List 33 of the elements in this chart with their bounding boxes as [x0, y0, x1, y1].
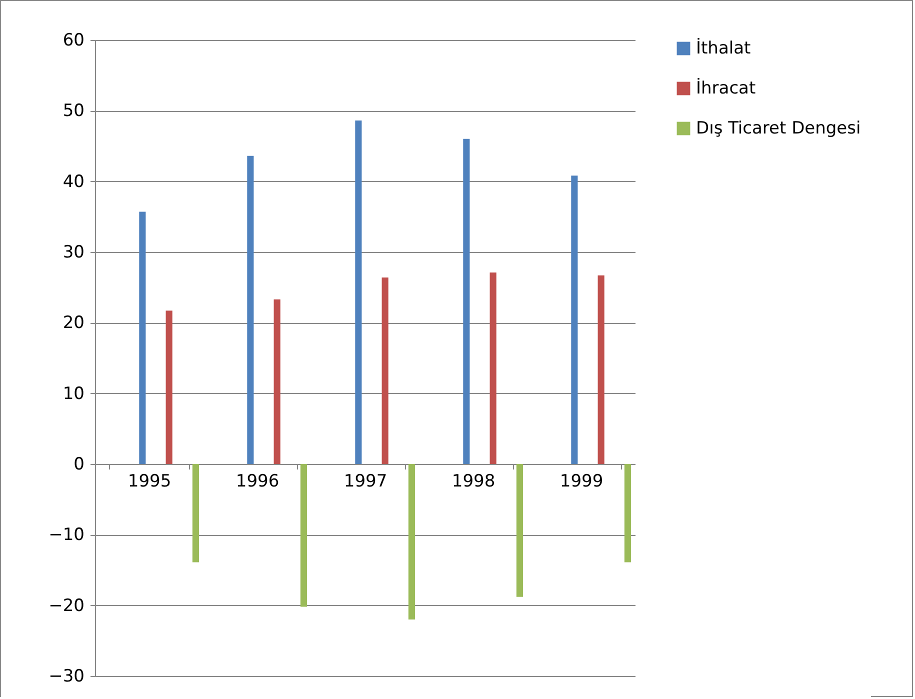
y-tick-label: −30: [48, 666, 84, 686]
bar: [382, 277, 388, 464]
y-tick-label: −20: [48, 596, 84, 616]
y-tick-label: 30: [62, 242, 84, 262]
bar: [192, 464, 199, 562]
x-tick-label: 1999: [560, 472, 604, 492]
y-tick-label: 20: [62, 313, 84, 334]
x-tick-label: 1995: [128, 472, 172, 492]
bar: [598, 275, 604, 464]
bar: [408, 464, 415, 620]
bar: [300, 464, 307, 607]
y-tick-label: 10: [62, 384, 84, 404]
y-tick-label: 0: [74, 454, 84, 474]
y-tick-label: 50: [62, 101, 84, 122]
bar: [490, 272, 496, 464]
y-tick-label: 60: [62, 30, 84, 50]
bar: [463, 138, 470, 464]
bar: [516, 464, 523, 597]
bar: [166, 310, 172, 464]
bar: [139, 212, 146, 464]
legend-label: İhracat: [696, 78, 756, 98]
bar: [247, 156, 254, 464]
bar: [624, 464, 631, 562]
legend-label: Dış Ticaret Dengesi: [696, 118, 861, 138]
y-tick-label: −10: [48, 525, 84, 546]
x-tick-label: 1996: [236, 472, 280, 492]
bar: [274, 299, 280, 464]
x-tick-label: 1998: [452, 472, 496, 492]
legend-label: İthalat: [696, 38, 752, 58]
y-tick-label: 40: [62, 172, 84, 192]
bar: [571, 176, 578, 464]
x-tick-label: 1997: [344, 472, 388, 492]
bar: [355, 120, 362, 464]
